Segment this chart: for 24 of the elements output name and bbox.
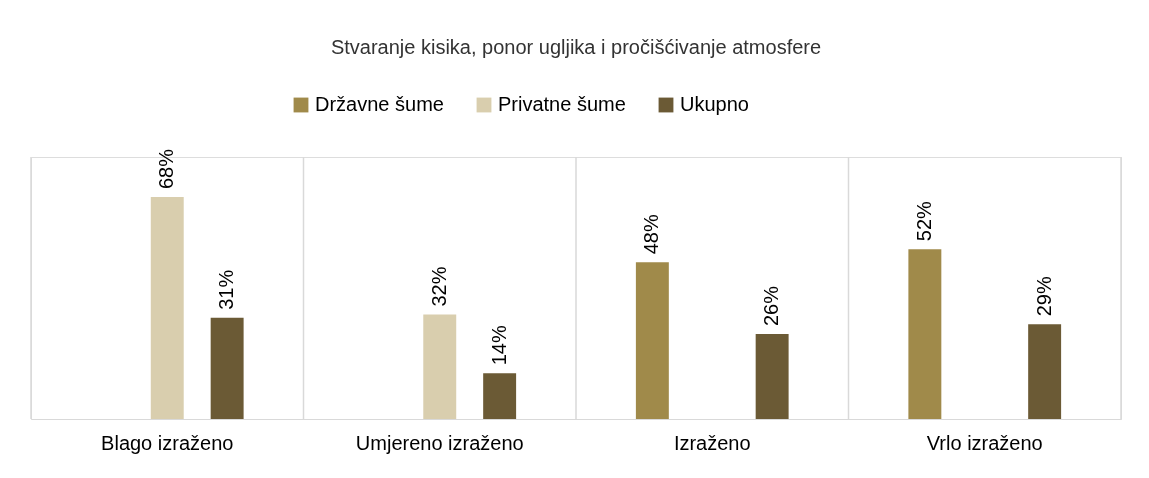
- chart-title: Stvaranje kisika, ponor ugljika i pročišćivanje atmosfere: [330, 36, 822, 58]
- x-tick-label: Blago izraženo: [101, 431, 234, 454]
- data-label: 26%: [760, 285, 783, 327]
- bar: [635, 262, 669, 419]
- legend-label: Državne šume: [315, 93, 444, 115]
- data-label: 29%: [1032, 276, 1055, 317]
- legend-label: Privatne šume: [498, 93, 626, 115]
- data-label: 68%: [155, 148, 178, 189]
- legend-label: Ukupno: [680, 93, 749, 115]
- data-label: 32%: [427, 266, 450, 307]
- data-label: 52%: [912, 200, 935, 242]
- bar: [755, 334, 789, 419]
- x-tick-label: Izraženo: [673, 431, 751, 454]
- bar: [150, 197, 184, 419]
- x-tick-label: Umjereno izraženo: [355, 431, 524, 454]
- data-label: 48%: [640, 214, 663, 255]
- bar: [1028, 324, 1062, 419]
- bar: [483, 373, 517, 419]
- bar: [423, 314, 457, 419]
- bar: [908, 249, 942, 419]
- bar: [210, 317, 244, 419]
- data-label: 14%: [487, 325, 510, 366]
- data-label: 31%: [215, 269, 238, 310]
- x-tick-label: Vrlo izraženo: [926, 431, 1043, 454]
